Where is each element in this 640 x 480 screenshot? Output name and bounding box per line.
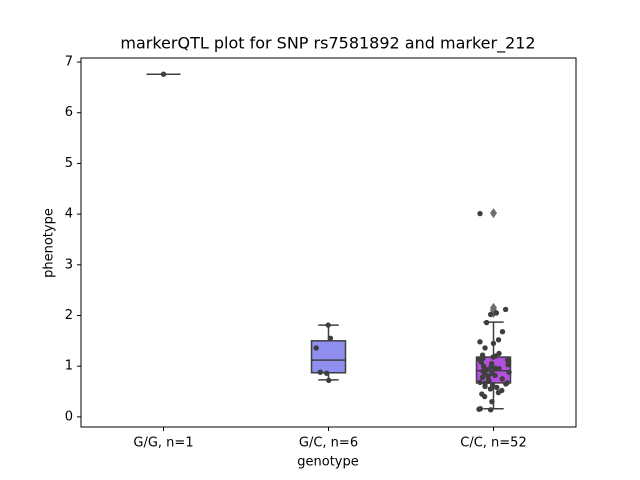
point bbox=[482, 383, 488, 390]
y-tick-label: 6 bbox=[65, 105, 73, 120]
point bbox=[487, 407, 494, 413]
y-tick-label: 2 bbox=[65, 308, 73, 323]
chart-title: markerQTL plot for SNP rs7581892 and mar… bbox=[120, 34, 535, 54]
outlier bbox=[490, 208, 497, 219]
y-tick-label: 4 bbox=[65, 207, 73, 222]
y-tick-label: 1 bbox=[65, 359, 73, 374]
box bbox=[310, 340, 347, 374]
point bbox=[325, 322, 331, 328]
point bbox=[477, 339, 483, 345]
y-tick-label: 3 bbox=[65, 257, 73, 272]
x-axis-label: genotype bbox=[297, 455, 358, 470]
point bbox=[477, 210, 483, 217]
y-tick-label: 5 bbox=[65, 156, 73, 171]
point bbox=[487, 386, 494, 392]
y-tick-label: 7 bbox=[65, 55, 73, 70]
point bbox=[490, 340, 497, 347]
point bbox=[505, 361, 511, 368]
point bbox=[480, 355, 486, 361]
point bbox=[327, 335, 334, 341]
y-axis-label: phenotype bbox=[42, 208, 57, 278]
point bbox=[326, 377, 332, 384]
point bbox=[477, 379, 483, 386]
point bbox=[480, 363, 487, 369]
point bbox=[476, 406, 482, 412]
point bbox=[502, 306, 509, 313]
point bbox=[499, 376, 505, 382]
point bbox=[478, 359, 485, 365]
y-tick-label: 0 bbox=[65, 409, 73, 424]
point bbox=[489, 382, 496, 388]
point bbox=[485, 373, 491, 380]
point bbox=[493, 310, 500, 316]
point bbox=[317, 369, 324, 375]
point bbox=[495, 337, 502, 343]
point bbox=[495, 389, 502, 396]
x-tick-label: G/G, n=1 bbox=[133, 436, 193, 451]
point bbox=[483, 319, 490, 326]
point bbox=[481, 393, 488, 400]
point bbox=[488, 364, 494, 370]
point bbox=[479, 374, 486, 381]
point bbox=[503, 381, 509, 387]
point bbox=[496, 366, 502, 372]
point bbox=[489, 398, 495, 405]
x-tick-label: G/C, n=6 bbox=[299, 436, 358, 451]
point bbox=[492, 372, 498, 378]
point bbox=[323, 370, 330, 376]
point bbox=[313, 345, 319, 351]
point bbox=[160, 71, 167, 77]
point bbox=[490, 354, 496, 360]
point bbox=[506, 369, 512, 375]
point bbox=[482, 345, 488, 351]
x-tick-label: C/C, n=52 bbox=[460, 436, 526, 451]
point bbox=[487, 311, 494, 318]
point bbox=[499, 329, 506, 335]
point bbox=[494, 384, 500, 391]
